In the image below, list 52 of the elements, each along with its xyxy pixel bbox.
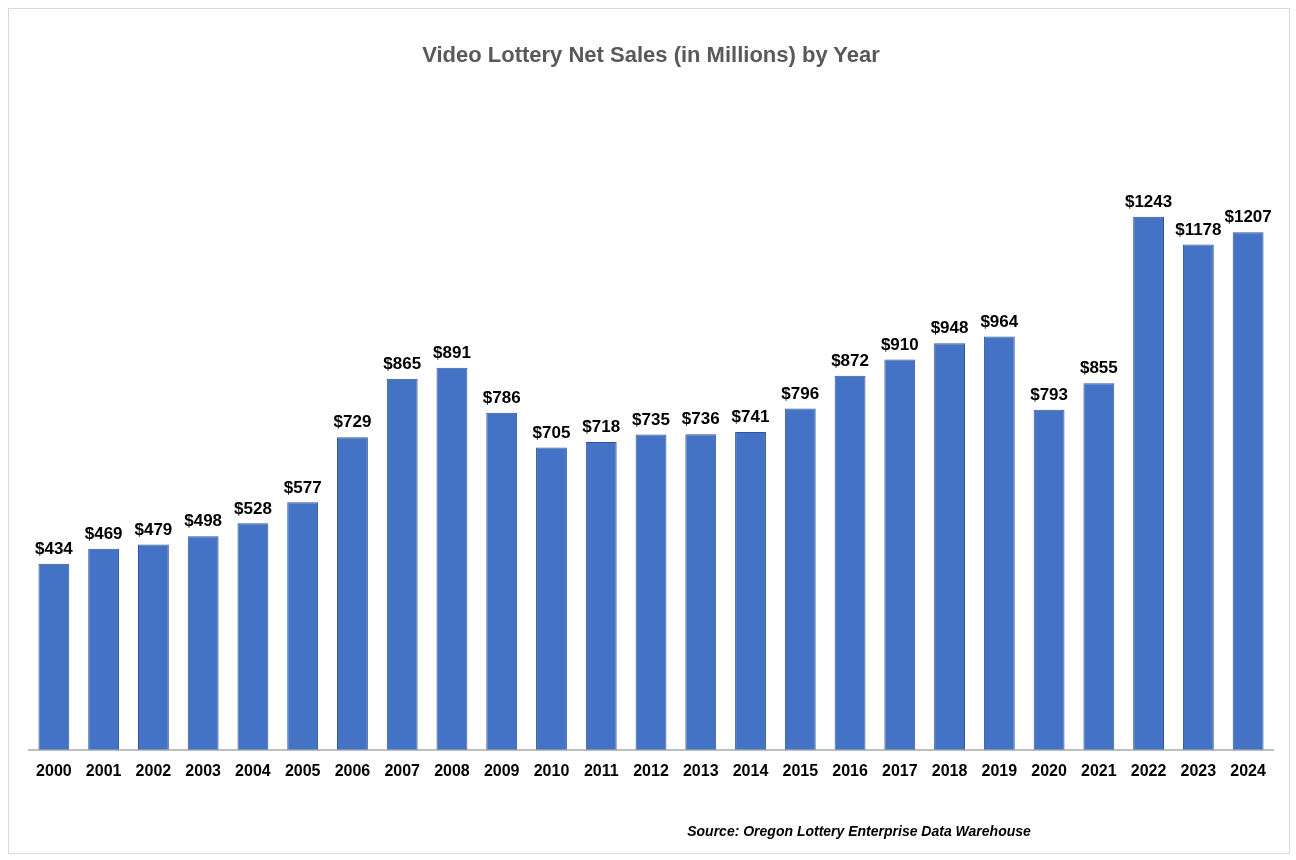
- x-tick-label: 2010: [533, 761, 570, 779]
- data-label: $793: [1030, 384, 1068, 404]
- data-label: $498: [184, 511, 223, 531]
- x-tick-label: 2020: [1031, 761, 1067, 779]
- data-label: $964: [980, 311, 1019, 331]
- x-tick-label: 2006: [334, 761, 371, 779]
- source-note: Source: Oregon Lottery Enterprise Data Warehouse: [687, 822, 1032, 839]
- x-tick-label: 2018: [931, 761, 968, 779]
- data-label: $1207: [1224, 207, 1272, 227]
- x-tick-label: 2007: [384, 761, 421, 779]
- x-tick-label: 2001: [85, 761, 122, 779]
- data-label: $479: [134, 519, 173, 539]
- data-label: $718: [582, 417, 621, 437]
- data-label: $910: [880, 334, 919, 354]
- data-label: $786: [482, 387, 521, 407]
- x-tick-label: 2014: [732, 761, 769, 779]
- x-tick-label: 2004: [235, 761, 271, 779]
- x-tick-label: 2003: [185, 761, 222, 779]
- data-label: $735: [632, 409, 670, 429]
- chart-title: Video Lottery Net Sales (in Millions) by Year: [422, 42, 881, 68]
- x-tick-label: 2008: [434, 761, 470, 779]
- data-label: $469: [84, 523, 123, 543]
- x-tick-label: 2005: [284, 761, 321, 779]
- x-tick-label: 2012: [633, 761, 669, 779]
- data-label: $434: [34, 538, 74, 558]
- x-tick-label: 2016: [832, 761, 868, 779]
- data-label: $865: [383, 354, 422, 374]
- x-tick-label: 2019: [981, 761, 1018, 779]
- x-tick-label: 2011: [583, 761, 619, 779]
- x-tick-label: 2002: [135, 761, 172, 779]
- x-tick-label: 2023: [1180, 761, 1217, 779]
- data-label: $796: [781, 383, 820, 403]
- x-tick-label: 2021: [1081, 761, 1117, 779]
- data-label: $736: [681, 409, 720, 429]
- x-tick-label: 2000: [36, 761, 72, 779]
- data-label: $1243: [1124, 191, 1173, 211]
- data-label: $577: [283, 477, 322, 497]
- data-label: $729: [333, 412, 372, 432]
- data-label: $872: [831, 351, 869, 371]
- data-label: $1178: [1175, 219, 1222, 239]
- data-label: $741: [731, 407, 770, 427]
- x-tick-label: 2017: [882, 761, 918, 779]
- x-tick-label: 2024: [1230, 761, 1267, 779]
- data-label: $948: [930, 318, 969, 338]
- data-label: $705: [532, 422, 571, 442]
- x-tick-label: 2013: [682, 761, 719, 779]
- x-tick-label: 2022: [1130, 761, 1167, 779]
- data-label: $855: [1079, 358, 1118, 378]
- x-tick-label: 2015: [782, 761, 819, 779]
- data-label: $891: [433, 342, 471, 362]
- data-label: $528: [234, 498, 272, 518]
- x-tick-label: 2009: [483, 761, 520, 779]
